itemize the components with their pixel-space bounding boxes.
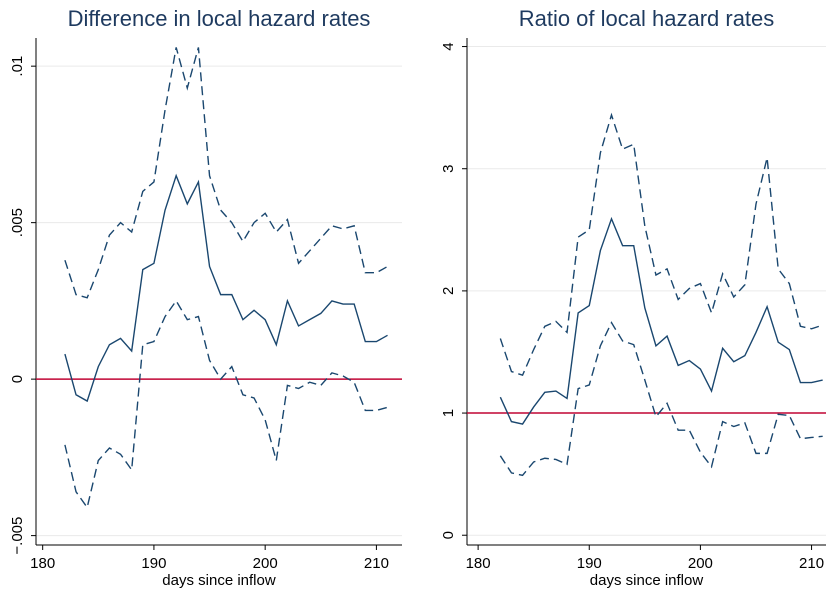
x-tick-label: 210 (799, 555, 824, 572)
y-tick-label: 0 (9, 375, 26, 383)
series-line (499, 321, 823, 477)
chart-title: Difference in local hazard rates (68, 6, 371, 31)
x-axis-label: days since inflow (162, 572, 276, 589)
y-tick-label: .01 (9, 56, 26, 77)
x-tick-label: 200 (688, 555, 713, 572)
x-tick-label: 190 (141, 555, 166, 572)
chart-title: Ratio of local hazard rates (519, 6, 775, 31)
x-axis-label: days since inflow (590, 572, 704, 589)
series-line (64, 47, 388, 299)
y-tick-label: 4 (440, 42, 457, 50)
series-line (64, 299, 388, 510)
series-line (499, 216, 823, 425)
x-tick-label: 200 (253, 555, 278, 572)
y-tick-label: −.005 (9, 517, 26, 555)
y-tick-label: 1 (440, 409, 457, 417)
x-tick-label: 180 (466, 555, 491, 572)
x-tick-label: 190 (577, 555, 602, 572)
series-line (499, 112, 823, 377)
x-tick-label: 210 (364, 555, 389, 572)
x-tick-label: 180 (30, 555, 55, 572)
y-tick-label: .005 (9, 208, 26, 237)
y-tick-label: 3 (440, 165, 457, 173)
y-tick-label: 2 (440, 287, 457, 295)
series-line (64, 173, 388, 403)
y-tick-label: 0 (440, 531, 457, 539)
